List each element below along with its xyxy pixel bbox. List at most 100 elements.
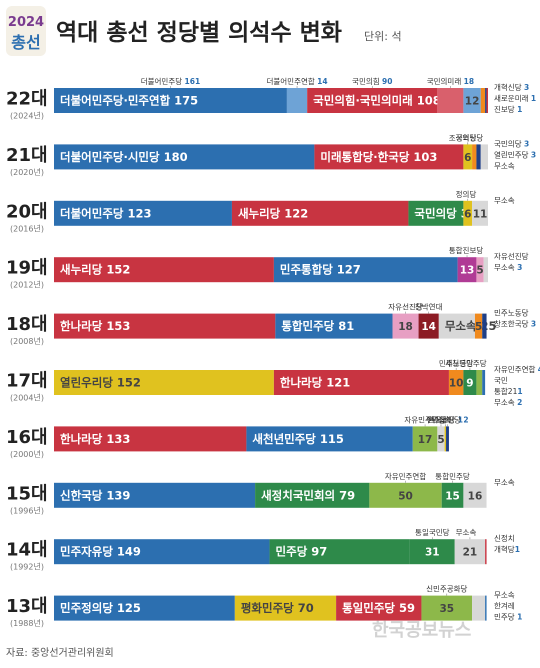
bar-segment — [234, 595, 337, 621]
bar-segment — [472, 144, 477, 170]
bar-segment — [485, 595, 487, 621]
callout-value: 1 — [517, 613, 522, 622]
watermark: 한국공보뉴스 — [372, 620, 471, 641]
segment-label: 한나라당 121 — [280, 376, 350, 390]
segment-label: 21 — [463, 547, 478, 559]
callout-label: 한겨레 — [494, 602, 515, 611]
row-year: (2012년) — [10, 280, 44, 290]
callout-label: 자유민주연합 — [385, 471, 426, 481]
bar-segment — [273, 257, 458, 283]
bar-segment — [409, 539, 455, 565]
callout-label: 개혁신당 3 — [494, 82, 529, 92]
segment-label: 열린우리당 152 — [60, 376, 141, 390]
bar-segment — [54, 257, 274, 283]
row-label: 22대 — [6, 89, 48, 110]
segment-label: 17 — [418, 434, 433, 446]
row-label: 13대 — [6, 596, 48, 617]
bar-segment — [392, 313, 419, 339]
bar-segment — [482, 370, 486, 395]
segment-label: 통합민주당 81 — [281, 319, 354, 333]
unit-label: 단위: 석 — [364, 30, 402, 43]
header: 2024 총선 역대 총선 정당별 의석수 변화 단위: 석 — [6, 6, 402, 56]
segment-label: 새천년민주당 115 — [252, 432, 344, 446]
bar-segment — [476, 370, 483, 395]
callout-value: 2 — [517, 398, 522, 407]
callout-value: 3 — [517, 263, 522, 272]
callout-label: 무소속 3 — [494, 263, 522, 272]
bar-segment — [54, 482, 256, 508]
segment-label: 평화민주당 70 — [241, 601, 314, 615]
bar-segment — [482, 313, 487, 339]
callout-value: 18 — [464, 77, 474, 86]
segment-label: 새정치국민회의 79 — [261, 488, 355, 502]
bar-segment — [480, 144, 488, 170]
callout-label: 국민 — [494, 375, 508, 385]
segment-label: 5 — [475, 321, 482, 333]
callout-value: 90 — [382, 77, 392, 86]
segment-label: 무소속 25 — [445, 319, 497, 333]
bar-segment — [314, 144, 464, 170]
bar-segment — [255, 482, 370, 508]
row-label: 15대 — [6, 483, 48, 504]
callout-label: 민주국민당 2 — [426, 414, 468, 424]
callout-label: 무소속 — [494, 161, 515, 170]
bar-segment — [448, 370, 464, 395]
bar-segment — [480, 88, 486, 113]
callout-label: 무소속 — [456, 528, 477, 537]
bar-segment — [463, 482, 487, 508]
segment-label: 10 — [449, 378, 464, 390]
callout-label: 무소속 — [431, 415, 452, 424]
bar-segment — [463, 88, 481, 113]
callout-label: 한국신당 1 — [428, 414, 463, 424]
segment-label: 새누리당 152 — [60, 263, 130, 277]
row-label: 17대 — [6, 371, 48, 392]
segment-label: 5 — [437, 434, 444, 446]
callout-label: 더불어민주당 161 — [141, 76, 200, 86]
callout-label: 통합211 — [494, 387, 523, 396]
callout-label: 무소속 — [494, 478, 515, 487]
segment-label: 6 — [464, 152, 471, 164]
callout-label: 정의당 — [456, 132, 477, 142]
bar-segment — [336, 595, 422, 621]
bar-segment — [369, 482, 442, 508]
bar-segment — [408, 200, 464, 226]
bar-segment — [273, 370, 449, 395]
row-label: 21대 — [6, 145, 48, 166]
row-year: (2000년) — [10, 449, 44, 459]
callout-label: 정의당 — [456, 189, 477, 199]
bar-segment — [437, 426, 445, 452]
callout-value: 3 — [531, 150, 536, 159]
segment-label: 5 — [476, 265, 483, 277]
segment-label: 9 — [466, 378, 473, 390]
bar-segment — [307, 88, 438, 113]
segment-label: 새누리당 122 — [238, 206, 308, 220]
callout-value: 1 — [517, 105, 522, 114]
segment-label: 6 — [464, 208, 471, 220]
callout-label: 민주노동당 — [494, 308, 529, 318]
bar-segment — [485, 539, 487, 565]
segment-label: 민주통합당 127 — [280, 263, 361, 277]
bar-segment — [54, 313, 276, 339]
row-label: 18대 — [6, 314, 48, 335]
bar-segment — [441, 482, 464, 508]
chart-rows: 22대(2024년) 더불어민주당·민주연합 175 국민의힘·국민의미래 108 1… — [6, 76, 540, 628]
bar-segment — [463, 200, 473, 226]
callout-label: 자유선진당 — [388, 302, 423, 312]
bar-segment — [472, 200, 488, 226]
bar-segment — [54, 595, 235, 621]
page-title: 역대 총선 정당별 의석수 변화 — [56, 20, 342, 46]
callout-value: 161 — [185, 77, 201, 86]
logo-label: 총선 — [11, 33, 40, 52]
row-label: 20대 — [6, 201, 48, 222]
segment-label: 국민의당 38 — [414, 206, 476, 220]
source-note: 자료: 중앙선거관리위원회 — [6, 646, 114, 659]
segment-label: 민주자유당 149 — [60, 545, 141, 559]
bar-segment — [438, 313, 475, 339]
segment-label: 한나라당 153 — [60, 319, 130, 333]
callout-label: 더불어민주연합 14 — [266, 76, 327, 86]
row-year: (2020년) — [10, 167, 44, 177]
segment-label: 35 — [439, 603, 454, 615]
bar-segment — [418, 313, 439, 339]
row-year: (2008년) — [10, 336, 44, 346]
